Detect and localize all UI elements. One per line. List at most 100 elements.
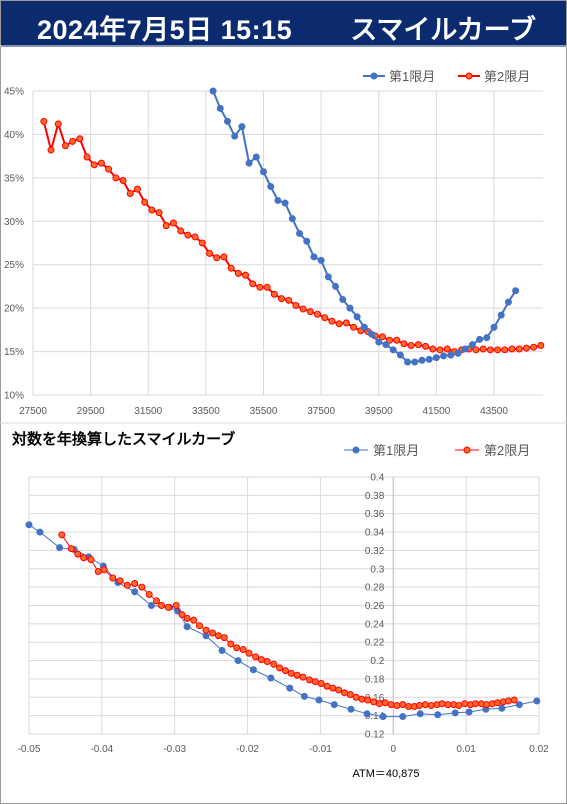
data-point-1 — [411, 358, 419, 366]
x-tick-label: 33500 — [192, 406, 220, 417]
data-point-1 — [440, 352, 448, 360]
data-point-2 — [76, 135, 84, 143]
legend-marker-2 — [463, 446, 471, 454]
data-point-2 — [386, 336, 394, 344]
data-point-2 — [306, 308, 314, 316]
data-point-2 — [119, 176, 127, 184]
data-point-2 — [220, 634, 228, 642]
data-point-1 — [223, 117, 231, 125]
log-annualized-smile-curve-chart: 対数を年換算したスマイルカーブ -0.05 -0.04 -0.03 -0.02 -0.01… — [0, 422, 567, 780]
data-point-2 — [405, 702, 413, 710]
data-point-2 — [427, 702, 435, 710]
data-point-1 — [267, 183, 275, 191]
data-point-2 — [94, 568, 102, 576]
x-tick-label: 0 — [391, 744, 397, 755]
y-tick-label: 25% — [4, 260, 24, 271]
x-tick-label: 31500 — [134, 406, 162, 417]
x-tick-label: 35500 — [250, 406, 278, 417]
data-point-2 — [190, 616, 198, 624]
data-point-1 — [324, 273, 332, 281]
data-point-1 — [353, 313, 361, 321]
atm-annotation: ATM＝40,875 — [352, 768, 419, 780]
data-point-2 — [148, 206, 156, 214]
data-point-1 — [209, 87, 217, 95]
data-point-1 — [339, 295, 347, 303]
data-point-2 — [358, 695, 366, 703]
data-point-2 — [421, 701, 429, 709]
data-point-1 — [533, 697, 541, 705]
data-point-1 — [310, 253, 318, 261]
data-point-2 — [214, 632, 222, 640]
data-point-2 — [164, 603, 172, 611]
data-point-1 — [360, 323, 368, 331]
data-point-1 — [434, 711, 442, 719]
data-point-2 — [97, 159, 105, 167]
data-point-2 — [472, 700, 480, 708]
x-tick-label: -0.05 — [18, 744, 41, 755]
data-point-2 — [486, 346, 494, 354]
data-point-2 — [393, 336, 401, 344]
y-tick-label: 0.16 — [365, 693, 385, 704]
data-point-2 — [508, 345, 516, 353]
data-point-2 — [141, 198, 149, 206]
data-point-2 — [314, 310, 322, 318]
data-point-1 — [234, 657, 242, 665]
data-point-2 — [158, 602, 166, 609]
data-point-1 — [245, 159, 253, 167]
data-point-2 — [177, 227, 185, 235]
series-line-2 — [61, 534, 515, 707]
data-point-2 — [155, 209, 163, 217]
y-tick-label: 0.28 — [365, 583, 385, 594]
data-point-2 — [494, 346, 502, 354]
header-banner: 2024年7月5日 15:15 スマイルカーブ — [1, 1, 566, 47]
data-point-1 — [504, 298, 512, 306]
data-point-2 — [145, 590, 153, 598]
data-point-2 — [429, 345, 437, 353]
data-point-2 — [522, 344, 530, 352]
data-point-2 — [116, 577, 124, 585]
data-point-2 — [407, 341, 415, 349]
data-point-2 — [493, 699, 501, 707]
data-point-2 — [381, 699, 389, 707]
data-point-1 — [315, 696, 323, 704]
data-point-1 — [498, 704, 506, 712]
data-point-1 — [231, 132, 239, 140]
y-tick-label: 0.18 — [365, 674, 385, 685]
data-point-2 — [112, 174, 120, 182]
data-point-1 — [461, 345, 469, 353]
data-point-1 — [515, 701, 523, 709]
data-point-2 — [352, 693, 360, 701]
data-point-1 — [490, 323, 498, 331]
data-point-2 — [109, 574, 117, 582]
data-point-2 — [285, 296, 293, 304]
data-point-2 — [105, 165, 113, 173]
x-tick-label: -0.02 — [236, 744, 259, 755]
data-point-2 — [472, 346, 480, 354]
data-point-1 — [512, 287, 520, 295]
data-point-1 — [218, 646, 226, 654]
data-point-2 — [233, 644, 241, 652]
legend-marker-1 — [370, 72, 378, 80]
data-point-2 — [205, 249, 213, 257]
data-point-2 — [504, 697, 512, 705]
data-point-2 — [370, 698, 378, 706]
data-point-2 — [256, 283, 264, 291]
x-tick-label: 29500 — [77, 406, 105, 417]
data-point-2 — [335, 686, 343, 694]
banner-title: スマイルカーブ — [350, 15, 536, 45]
data-point-2 — [138, 583, 146, 591]
data-point-2 — [131, 579, 139, 587]
data-point-2 — [455, 702, 463, 710]
y-tick-label: 0.32 — [365, 546, 385, 557]
smile-curve-chart: 10% 15% 20% 25% 30% 35% 40% 45% 27500 29500 31500 3… — [0, 45, 567, 417]
data-point-1 — [317, 256, 325, 264]
legend-label-2: 第2限月 — [484, 69, 530, 84]
series-line-1 — [212, 90, 517, 363]
x-tick-label: -0.04 — [90, 744, 113, 755]
data-point-1 — [396, 351, 404, 359]
data-point-2 — [184, 231, 192, 239]
legend-marker-1 — [352, 446, 360, 454]
data-point-2 — [90, 161, 98, 169]
data-point-2 — [281, 667, 289, 675]
data-point-2 — [328, 317, 336, 325]
